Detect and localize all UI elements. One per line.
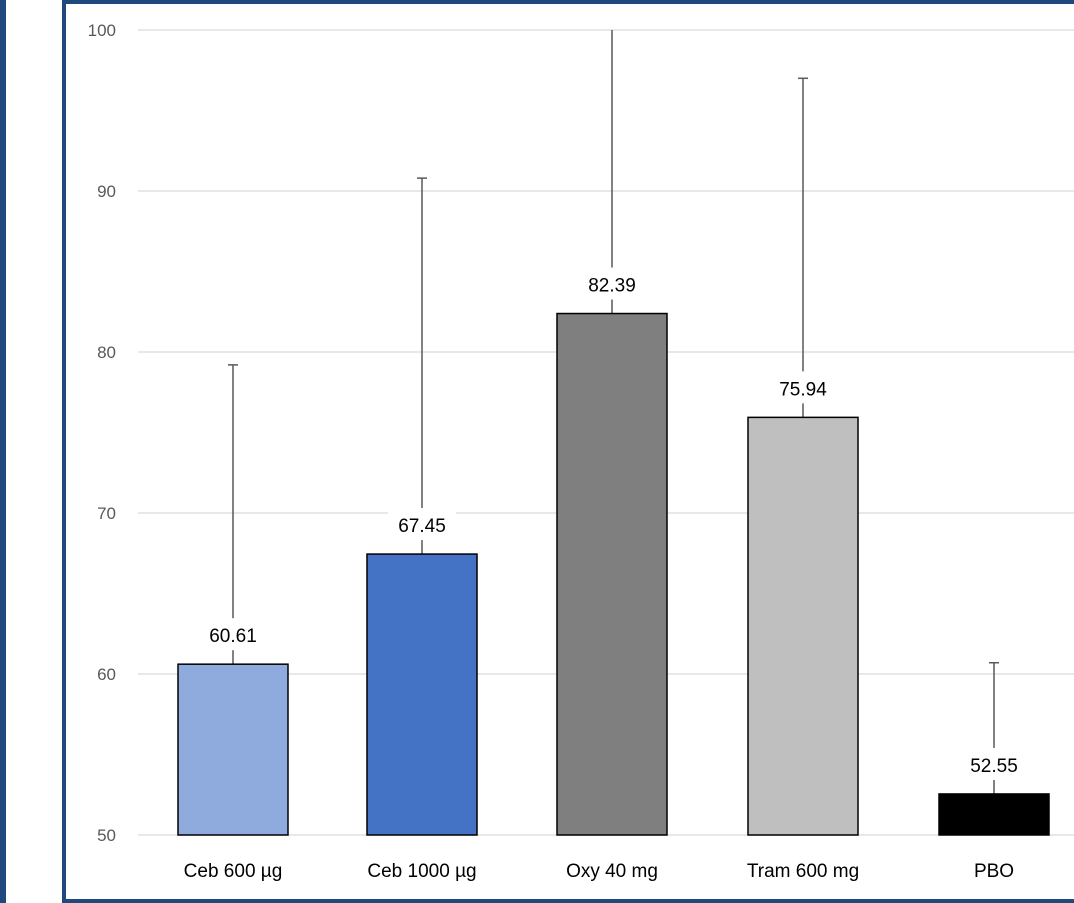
x-category-label: Oxy 40 mg: [566, 861, 658, 882]
data-label-bg: [578, 267, 646, 300]
data-label: 67.45: [398, 516, 446, 537]
bar: [556, 312, 668, 836]
frame-border-top: [62, 0, 1074, 4]
data-label: 52.55: [970, 756, 1018, 777]
data-label-bg: [199, 618, 267, 651]
y-tick-label: 80: [97, 343, 116, 362]
data-label: 82.39: [588, 276, 636, 297]
data-label: 60.61: [209, 626, 257, 647]
frame-border-bottom: [62, 899, 1074, 903]
x-category-label: Tram 600 mg: [747, 861, 859, 882]
data-label-bg: [960, 747, 1028, 780]
x-category-label: Ceb 1000 µg: [367, 861, 476, 882]
x-category-label: PBO: [974, 861, 1014, 882]
frame-border: [0, 0, 6, 903]
y-tick-label: 70: [97, 504, 116, 523]
bar: [366, 553, 478, 836]
bar: [747, 416, 859, 836]
x-category-label: Ceb 600 µg: [184, 861, 283, 882]
y-tick-label: 60: [97, 665, 116, 684]
y-tick-label: 50: [97, 826, 116, 845]
bar: [938, 793, 1050, 836]
data-label-bg: [769, 371, 837, 404]
y-tick-label: 90: [97, 182, 116, 201]
data-label: 75.94: [779, 379, 827, 400]
frame-border-inner-left: [62, 0, 66, 903]
y-tick-label: 100: [88, 21, 116, 40]
data-label-bg: [388, 508, 456, 541]
bar: [177, 663, 289, 836]
